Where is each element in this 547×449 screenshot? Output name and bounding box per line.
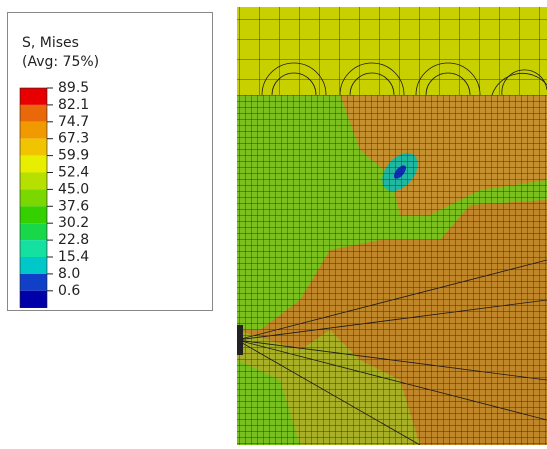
legend-label: 37.6 — [58, 198, 89, 214]
legend-title: S, Mises — [22, 35, 79, 51]
legend-label: 74.7 — [58, 114, 89, 130]
legend-label: 52.4 — [58, 165, 89, 181]
color-band — [20, 122, 47, 139]
legend: S, Mises (Avg: 75%) 89.582.174.767.359.9… — [8, 13, 213, 311]
legend-label: 45.0 — [58, 181, 89, 197]
color-band — [20, 88, 47, 105]
color-band — [20, 105, 47, 122]
color-band — [20, 189, 47, 206]
legend-subtitle: (Avg: 75%) — [22, 54, 99, 70]
color-band — [20, 291, 47, 308]
mesh-plot — [237, 7, 547, 445]
legend-label: 0.6 — [58, 283, 80, 299]
color-band — [20, 173, 47, 190]
color-band — [20, 139, 47, 156]
legend-label: 8.0 — [58, 266, 80, 282]
color-band — [20, 223, 47, 240]
viewport: S, Mises (Avg: 75%) 89.582.174.767.359.9… — [0, 0, 547, 445]
legend-label: 22.8 — [58, 232, 89, 248]
color-band — [20, 156, 47, 173]
color-band — [20, 257, 47, 274]
legend-label: 67.3 — [58, 131, 89, 147]
legend-label: 15.4 — [58, 249, 89, 265]
color-band — [20, 240, 47, 257]
legend-label: 59.9 — [58, 148, 89, 164]
legend-label: 89.5 — [58, 80, 89, 96]
legend-label: 30.2 — [58, 215, 89, 231]
color-band — [20, 206, 47, 223]
color-band — [20, 274, 47, 291]
legend-label: 82.1 — [58, 97, 89, 113]
